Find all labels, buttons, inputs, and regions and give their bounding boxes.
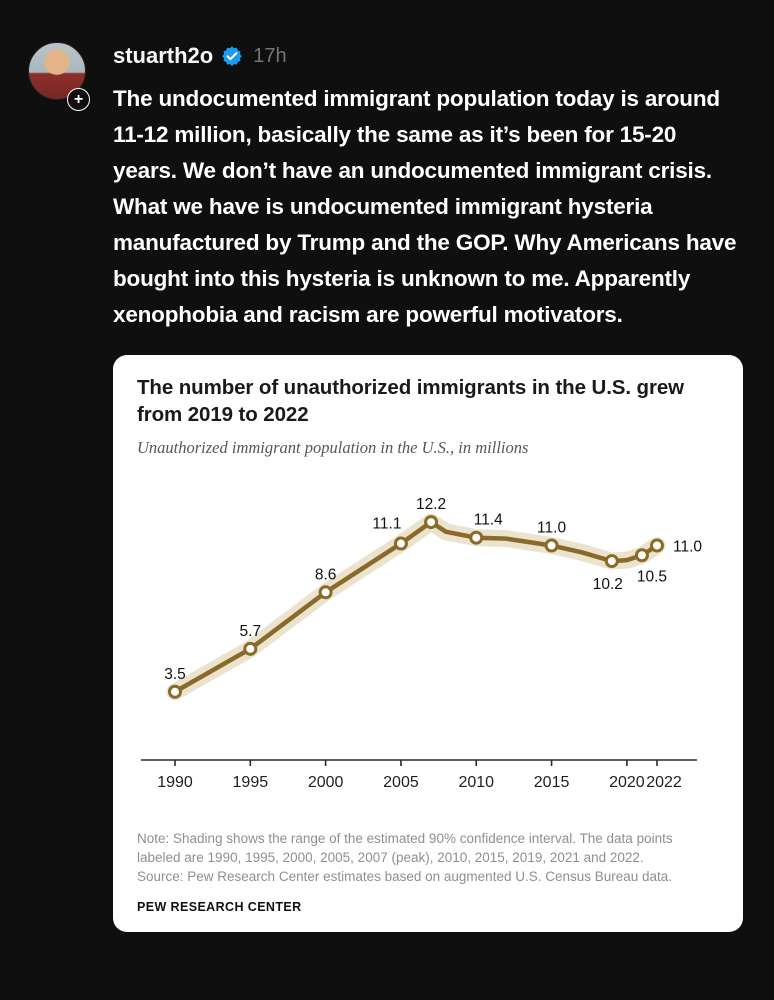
chart-notes: Note: Shading shows the range of the est… — [137, 830, 719, 887]
svg-text:2000: 2000 — [308, 774, 344, 791]
svg-text:11.0: 11.0 — [537, 520, 566, 537]
chart-title: The number of unauthorized immigrants in… — [137, 376, 684, 426]
svg-text:2005: 2005 — [383, 774, 419, 791]
svg-text:12.2: 12.2 — [416, 496, 446, 513]
chart-note: Note: Shading shows the range of the est… — [137, 831, 673, 866]
svg-text:2015: 2015 — [534, 774, 570, 791]
avatar-column: + — [28, 42, 90, 932]
chart-media-card[interactable]: The number of unauthorized immigrants in… — [113, 355, 743, 932]
svg-text:5.7: 5.7 — [240, 623, 262, 640]
follow-plus-button[interactable]: + — [67, 88, 90, 111]
tweet-body: The undocumented immigrant population to… — [113, 86, 743, 327]
svg-text:11.0: 11.0 — [673, 539, 702, 556]
tweet-content: stuarth2o 17h The undocumented immigrant… — [113, 42, 745, 932]
svg-text:2020: 2020 — [609, 774, 645, 791]
svg-text:11.1: 11.1 — [372, 516, 401, 533]
chart-subtitle: Unauthorized immigrant population in the… — [137, 438, 529, 458]
svg-text:1990: 1990 — [157, 774, 193, 791]
avatar[interactable] — [28, 42, 86, 100]
timestamp[interactable]: 17h — [253, 44, 287, 67]
svg-text:2010: 2010 — [458, 774, 494, 791]
immigration-line-chart: 1990 1995 2000 2005 2010 2015 2020 2022 3.5 5.7 8.… — [141, 496, 702, 791]
pew-research-center-label: PEW RESEARCH CENTER — [137, 899, 302, 914]
tweet-post: + stuarth2o 17h The undocumented immigra… — [28, 42, 745, 932]
tweet-header: stuarth2o 17h — [113, 42, 745, 70]
chart-source: Source: Pew Research Center estimates ba… — [137, 869, 673, 885]
plus-icon: + — [73, 90, 84, 108]
svg-text:8.6: 8.6 — [315, 567, 337, 584]
svg-text:1995: 1995 — [233, 774, 269, 791]
svg-text:10.2: 10.2 — [593, 576, 623, 593]
svg-text:10.5: 10.5 — [637, 569, 667, 586]
username[interactable]: stuarth2o — [113, 43, 214, 68]
svg-text:3.5: 3.5 — [164, 666, 186, 683]
verified-badge-icon — [221, 45, 243, 67]
svg-text:11.4: 11.4 — [474, 512, 503, 529]
svg-text:2022: 2022 — [646, 774, 682, 791]
